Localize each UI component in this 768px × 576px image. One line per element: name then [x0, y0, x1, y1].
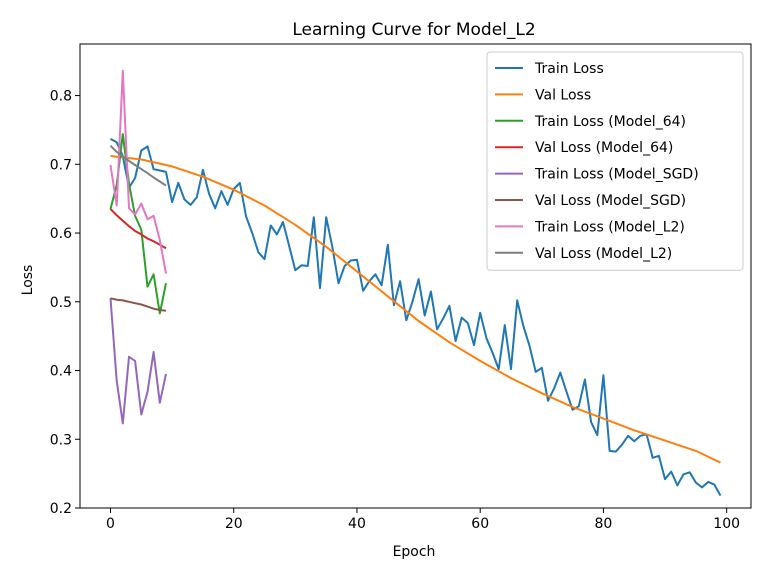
legend-label: Train Loss: [534, 61, 604, 77]
legend: Train Loss Val Loss Train Loss (Model_64) V…: [486, 51, 744, 271]
chart-title: Learning Curve for Model_L2: [292, 20, 535, 40]
y-axis: 0.2 0.3 0.4 0.5 0.6 0.7 0.8: [50, 89, 80, 517]
y-tick-label: 0.8: [50, 89, 72, 105]
x-tick-label: 40: [348, 516, 366, 532]
plot-area: [109, 69, 722, 497]
x-tick-label: 20: [225, 516, 243, 532]
legend-label: Train Loss (Model_SGD): [534, 167, 699, 183]
legend-label: Train Loss (Model_64): [534, 114, 686, 130]
y-tick-label: 0.6: [50, 226, 72, 242]
legend-box: [486, 51, 744, 271]
axes-frame: [79, 43, 752, 509]
x-tick-label: 0: [106, 516, 115, 532]
series-line-val-loss-model-sgd: [110, 297, 167, 312]
legend-label: Val Loss (Model_L2): [535, 246, 672, 262]
series-line-val-loss-model-64: [109, 208, 167, 250]
series-line-train-loss: [110, 138, 722, 497]
x-axis: 0 20 40 60 80 100: [106, 508, 740, 532]
legend-label: Train Loss (Model_L2): [534, 219, 685, 235]
legend-label: Val Loss (Model_SGD): [535, 193, 686, 209]
y-tick-label: 0.2: [50, 501, 72, 517]
y-tick-label: 0.7: [50, 157, 72, 173]
x-tick-label: 100: [713, 516, 740, 532]
x-tick-label: 80: [595, 516, 613, 532]
series-line-val-loss: [110, 155, 721, 464]
x-axis-label: Epoch: [393, 544, 436, 560]
legend-label: Val Loss (Model_64): [535, 140, 673, 156]
x-tick-label: 60: [471, 516, 489, 532]
series-line-train-loss-model-sgd: [109, 298, 167, 425]
y-axis-label: Loss: [20, 265, 36, 296]
y-tick-label: 0.5: [50, 295, 72, 311]
y-tick-label: 0.4: [50, 364, 72, 380]
series-line-train-loss-model-l2: [109, 69, 167, 274]
series-line-val-loss-model-l2: [109, 144, 167, 187]
legend-label: Val Loss: [535, 87, 591, 103]
y-tick-label: 0.3: [50, 432, 72, 448]
